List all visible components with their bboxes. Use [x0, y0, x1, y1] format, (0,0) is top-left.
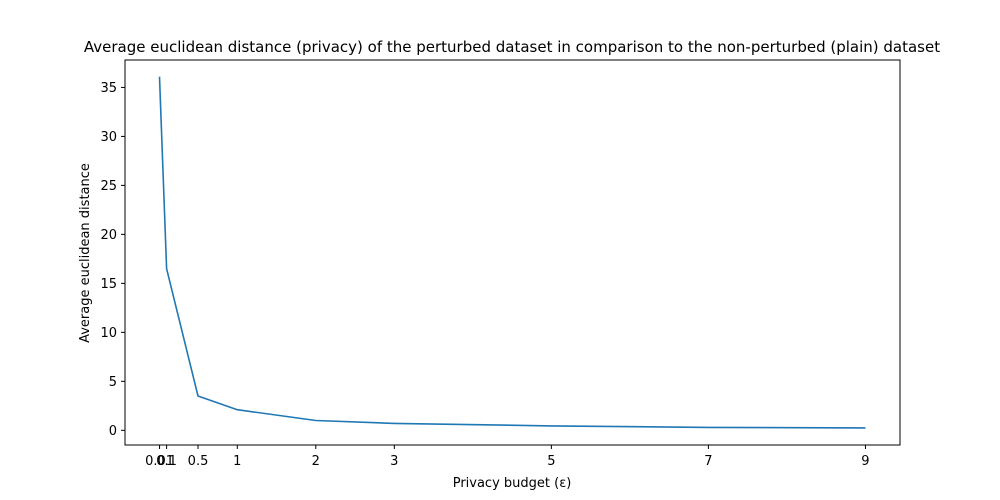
- x-tick-label: 0.01: [145, 454, 174, 469]
- y-tick-label: 5: [109, 375, 117, 390]
- x-tick-label: 0.1: [156, 454, 177, 469]
- x-tick-label: 7: [704, 454, 712, 469]
- y-axis-ticks: 0 5 10 15 20 25 30 35: [100, 81, 125, 439]
- y-axis-label: Average euclidean distance: [78, 163, 93, 343]
- x-tick-label: 9: [861, 454, 869, 469]
- plot-frame: [124, 59, 901, 446]
- series-line: [158, 76, 866, 429]
- series-layer: [158, 76, 866, 429]
- y-tick-label: 15: [100, 277, 117, 292]
- x-tick-label: 1: [233, 454, 241, 469]
- x-axis-label: Privacy budget (ε): [453, 476, 572, 491]
- x-tick-label: 3: [390, 454, 398, 469]
- x-tick-label: 0.5: [188, 454, 209, 469]
- y-tick-label: 35: [100, 81, 117, 96]
- y-tick-label: 0: [109, 424, 117, 439]
- x-tick-label: 2: [312, 454, 320, 469]
- x-axis-ticks: 0.010.1 0.5 1 2 3 5 7 9: [145, 445, 870, 469]
- y-tick-label: 25: [100, 179, 117, 194]
- y-tick-label: 30: [100, 130, 117, 145]
- y-tick-label: 20: [100, 228, 117, 243]
- y-tick-label: 10: [100, 326, 117, 341]
- chart-title: Average euclidean distance (privacy) of …: [84, 38, 940, 56]
- x-tick-label: 5: [547, 454, 555, 469]
